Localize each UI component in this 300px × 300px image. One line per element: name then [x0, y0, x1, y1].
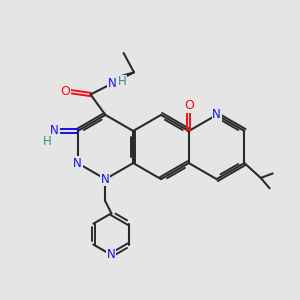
Text: O: O: [60, 85, 70, 98]
Text: O: O: [184, 99, 194, 112]
Text: N: N: [108, 77, 117, 90]
Text: H: H: [43, 135, 52, 148]
Text: N: N: [50, 124, 59, 137]
Text: N: N: [73, 157, 82, 169]
Text: H: H: [117, 75, 126, 88]
Text: N: N: [101, 172, 110, 186]
Text: N: N: [107, 248, 116, 261]
Text: N: N: [212, 108, 221, 122]
